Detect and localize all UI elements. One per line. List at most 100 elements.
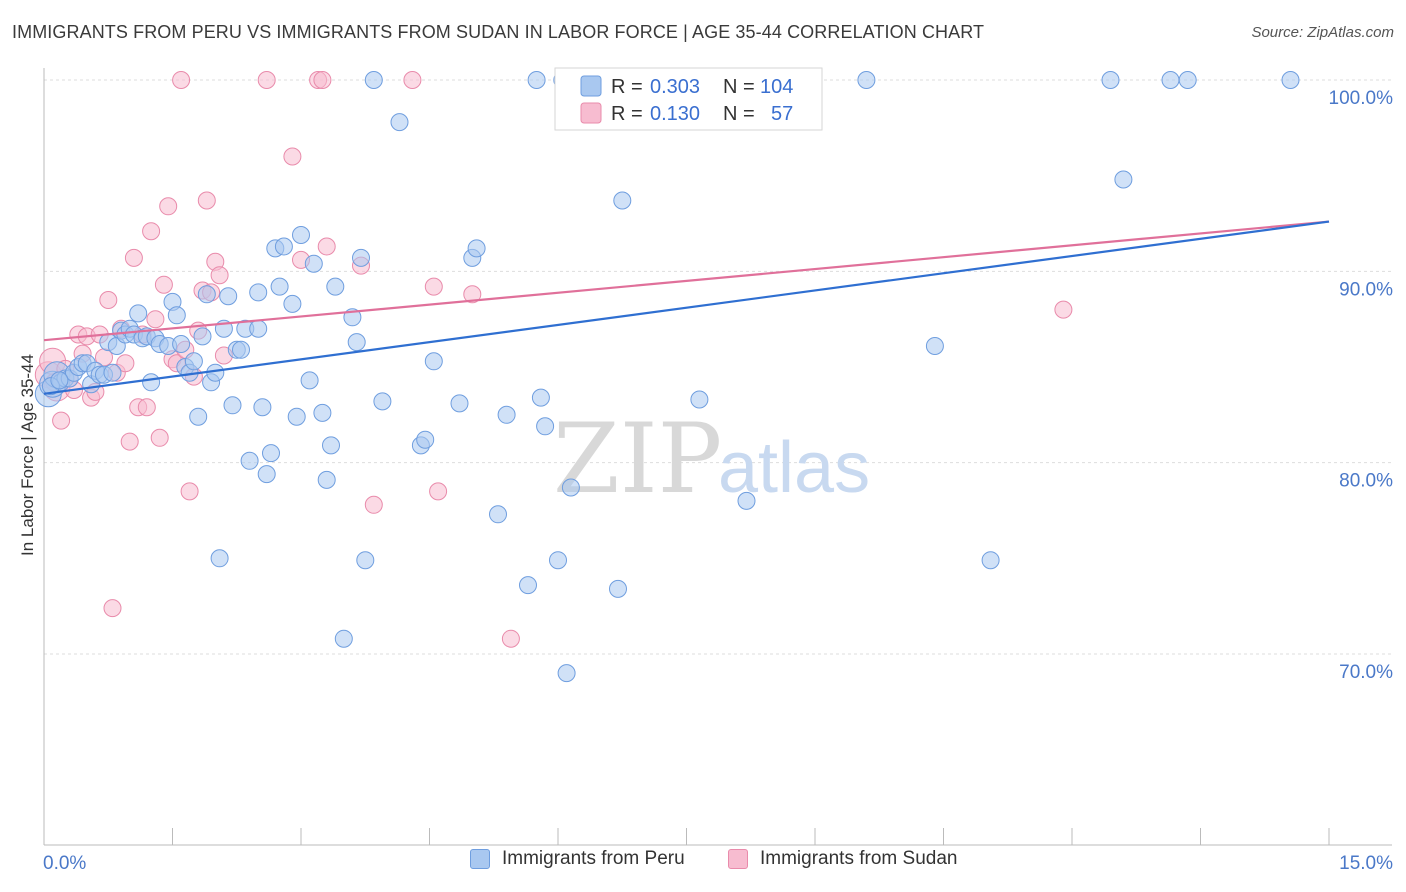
peru-point <box>50 371 69 390</box>
peru-point <box>322 436 340 455</box>
peru-point <box>519 576 537 595</box>
y-tick-label: 80.0% <box>1339 471 1393 492</box>
peru-point <box>527 71 546 89</box>
peru-point <box>557 664 576 683</box>
stats-legend: R = 0.303 N = 104 R = 0.130 N = 57 <box>554 67 823 131</box>
peru-point <box>223 396 242 415</box>
peru-point <box>313 403 332 422</box>
sudan-swatch <box>728 849 748 869</box>
peru-point <box>690 390 709 409</box>
chart-title: IMMIGRANTS FROM PERU VS IMMIGRANTS FROM … <box>12 22 985 42</box>
legend-item-sudan[interactable]: Immigrants from Sudan <box>728 848 957 870</box>
legend-sudan-swatch <box>580 102 602 124</box>
peru-point <box>129 304 148 323</box>
peru-point <box>424 352 443 371</box>
sudan-point <box>197 191 216 210</box>
peru-point <box>193 327 212 346</box>
legend-sudan-label: Immigrants from Sudan <box>760 848 958 869</box>
peru-point <box>390 113 409 132</box>
peru-point <box>857 71 876 89</box>
sudan-point <box>154 275 173 294</box>
sudan-point <box>103 599 122 618</box>
sudan-point <box>317 237 336 256</box>
peru-point <box>219 287 238 306</box>
sudan-point <box>364 495 383 514</box>
legend-peru-label: Immigrants from Peru <box>502 848 685 869</box>
peru-point <box>262 444 280 463</box>
peru-point <box>1178 71 1197 89</box>
y-axis-label: In Labor Force | Age 35-44 <box>18 354 37 556</box>
peru-point <box>450 394 469 413</box>
peru-point <box>549 551 567 570</box>
trend-lines <box>43 220 1330 395</box>
sudan-point <box>52 411 71 430</box>
sudan-point <box>124 248 143 267</box>
peru-point <box>257 465 276 484</box>
sudan-point <box>142 222 161 241</box>
peru-point <box>416 430 435 449</box>
peru-point <box>737 491 756 510</box>
sudan-point <box>403 71 422 89</box>
peru-point <box>364 71 383 89</box>
peru-point <box>326 277 345 296</box>
peru-point <box>287 407 306 426</box>
peru-point <box>292 226 310 244</box>
peru-point <box>531 388 550 407</box>
sudan-point <box>159 197 178 216</box>
legend-peru-swatch <box>580 75 602 97</box>
peru-point <box>373 392 392 411</box>
peru-point <box>270 277 289 296</box>
peru-point <box>981 551 1000 570</box>
y-tick-label: 90.0% <box>1339 279 1393 300</box>
sudan-point <box>283 147 302 166</box>
legend-sudan-r-label: R = <box>611 103 643 125</box>
y-tick-label: 100.0% <box>1329 88 1394 109</box>
legend-peru-r-label: R = <box>611 76 643 98</box>
sudan-point <box>180 482 199 501</box>
y-tick-label: 70.0% <box>1339 662 1393 683</box>
peru-point <box>925 337 944 355</box>
sudan-point <box>120 432 139 451</box>
peru-point <box>1281 71 1300 89</box>
x-axis-max-label: 15.0% <box>1339 853 1393 874</box>
peru-point <box>103 363 122 382</box>
peru-point <box>184 352 203 371</box>
sudan-point <box>463 285 482 304</box>
peru-point <box>489 505 507 524</box>
axes <box>43 68 1392 846</box>
legend-peru-n-label: N = <box>723 76 755 98</box>
peru-point <box>1114 170 1133 189</box>
peru-point <box>274 237 293 256</box>
legend-item-peru[interactable]: Immigrants from Peru <box>470 848 685 870</box>
peru-point <box>300 371 319 390</box>
sudan-point <box>137 398 156 417</box>
sudan-point <box>146 310 165 329</box>
peru-point <box>197 285 216 304</box>
peru-point <box>536 417 555 436</box>
peru-point <box>172 335 191 353</box>
sudan-point <box>210 266 229 285</box>
peru-point <box>613 191 632 210</box>
peru-point <box>210 549 229 568</box>
peru-point <box>561 478 580 497</box>
peru-point <box>356 551 375 570</box>
peru-point <box>352 248 370 267</box>
peru-point <box>467 239 486 258</box>
peru-point <box>304 254 323 273</box>
peru-point <box>253 398 272 417</box>
peru-points <box>34 71 1300 683</box>
sudan-point <box>424 277 443 296</box>
peru-point <box>317 470 336 489</box>
peru-point <box>609 579 627 598</box>
sudan-point <box>99 291 118 309</box>
legend-peru-n-value: 104 <box>760 76 793 98</box>
peru-point <box>240 451 259 470</box>
peru-point <box>497 405 516 424</box>
peru-point <box>283 294 302 313</box>
legend-sudan-n-label: N = <box>723 103 755 125</box>
sudan-point <box>172 71 191 89</box>
peru-trend-line <box>43 220 1330 395</box>
peru-point <box>1101 71 1120 89</box>
peru-point <box>142 373 161 392</box>
